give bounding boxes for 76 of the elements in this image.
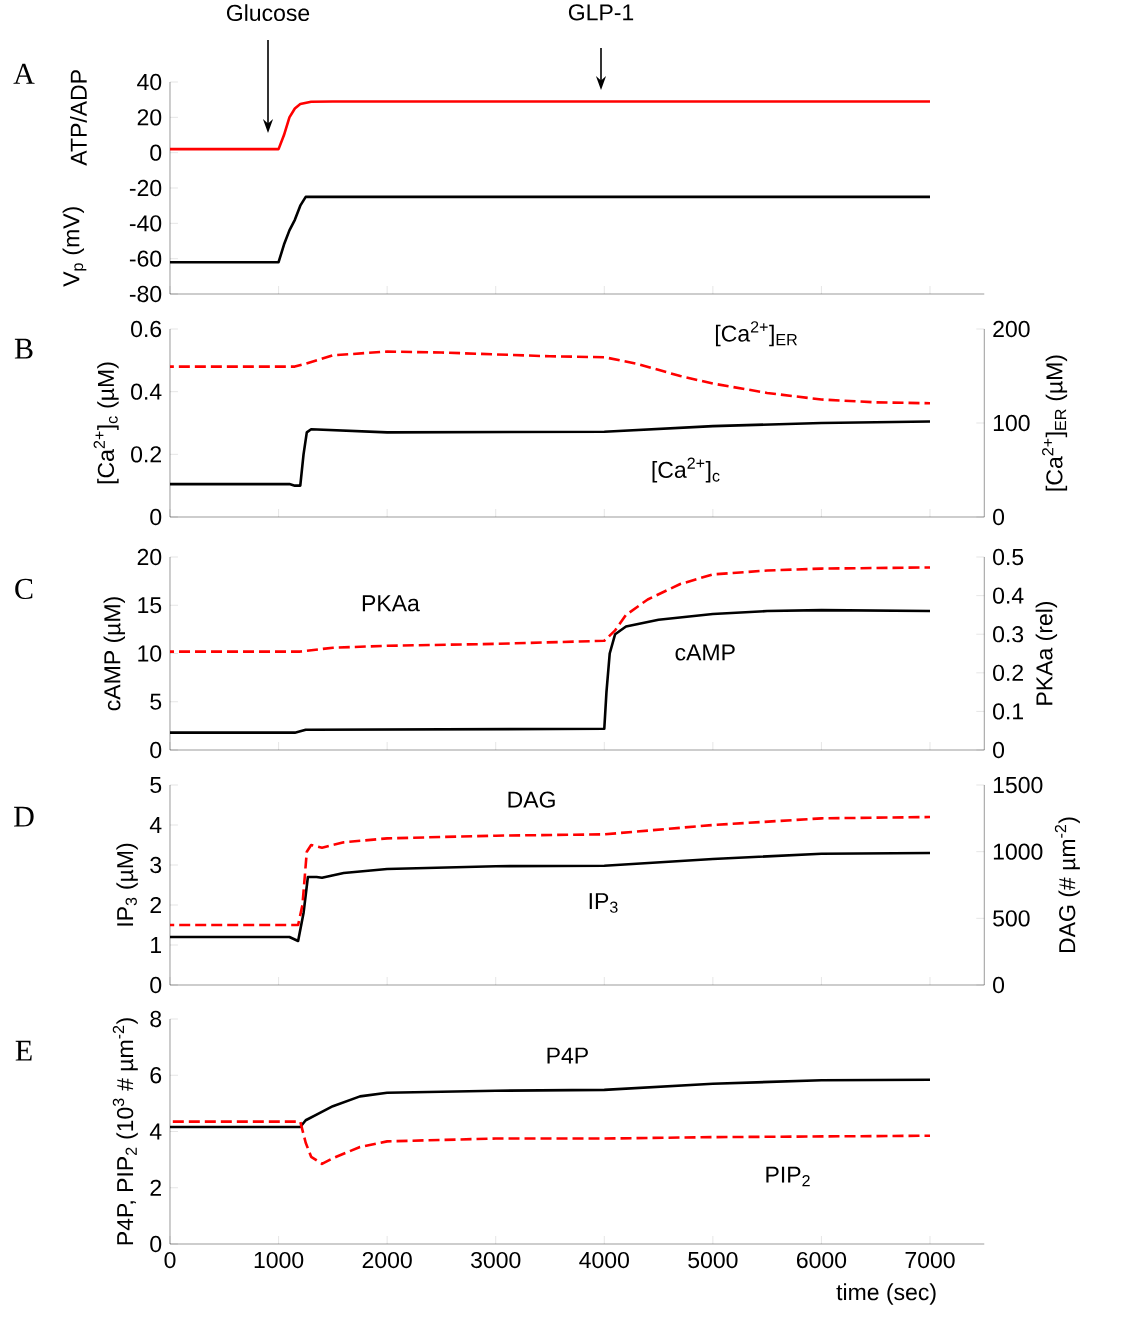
y-tick-label: 20 — [137, 548, 162, 566]
y-tick-label: 15 — [138, 597, 162, 614]
line-series — [168, 100, 932, 151]
y-tick-label: 5 — [150, 776, 162, 794]
y-tick-label: 4 — [149, 1123, 162, 1140]
x-tick-label: 1000 — [254, 1251, 304, 1269]
y-tick-label: -40 — [129, 215, 162, 232]
y-tick-label: 2 — [150, 1179, 161, 1196]
y2-tick-label: 0.5 — [993, 548, 1024, 566]
y2-tick-label: 0 — [993, 976, 1005, 994]
line-series — [168, 350, 932, 405]
y2-axis-title: DAG (# µm$^{-2}$) — [1054, 817, 1080, 953]
y-tick-label: 0.4 — [131, 383, 162, 400]
y-tick-label: 0 — [150, 508, 162, 526]
text: Glucose — [226, 4, 310, 22]
y-tick-label: 20 — [137, 109, 162, 126]
y2-axis-title: PKAa (rel) — [1035, 601, 1058, 705]
y2-axis-title: [Ca$^{2+}$]$_{ER}$ (µM) — [1042, 355, 1068, 491]
x-tick-label: 4000 — [579, 1251, 629, 1269]
x-tick-label: 5000 — [688, 1251, 738, 1269]
series-label: PKAa — [362, 595, 420, 612]
series-label: cAMP — [675, 644, 735, 661]
y2-tick-label: 0.4 — [993, 587, 1024, 604]
y2-tick-label: 0 — [993, 741, 1005, 759]
series-label: [Ca$^{2+}$]$_{c}$ — [652, 457, 720, 483]
y-tick-label: 40 — [137, 73, 162, 91]
x-tick-label: 0 — [164, 1251, 176, 1269]
series-label: P4P — [547, 1047, 588, 1064]
y-axis-title: ATP/ADP — [70, 70, 87, 166]
y2-tick-label: 100 — [993, 414, 1030, 432]
text: E — [15, 1040, 32, 1061]
y2-tick-label: 500 — [993, 910, 1030, 927]
y-tick-label: 8 — [150, 1010, 162, 1028]
x-tick-label: 7000 — [905, 1251, 955, 1269]
y-axis-title: IP$_{3}$ (µM) — [116, 843, 138, 926]
text: D — [14, 806, 34, 827]
y-tick-label: 2 — [150, 896, 161, 914]
chart-title: B — [14, 338, 33, 359]
chart-title: A — [13, 63, 35, 84]
y-tick-label: 0 — [150, 976, 162, 994]
y-tick-label: 0.6 — [131, 320, 162, 338]
x-axis-title: time (sec) — [836, 1283, 936, 1305]
y2-tick-label: 0.3 — [993, 626, 1024, 643]
series-label: IP$_{3}$ — [589, 893, 618, 913]
y-tick-label: 0 — [150, 144, 162, 161]
y-tick-label: 1 — [151, 937, 162, 953]
series-label: PIP$_{2}$ — [766, 1166, 810, 1187]
text: C — [15, 578, 33, 600]
y-tick-label: 4 — [149, 817, 162, 833]
y-tick-label: -80 — [129, 285, 162, 303]
y-tick-label: 0.2 — [131, 446, 161, 463]
y2-tick-label: 0 — [993, 508, 1005, 526]
text: GLP-1 — [568, 4, 634, 21]
y2-tick-label: 1000 — [993, 843, 1043, 860]
y2-tick-label: 0.1 — [993, 703, 1023, 720]
y-tick-label: 10 — [138, 645, 162, 662]
y-tick-label: 3 — [150, 856, 162, 874]
y2-tick-label: 1500 — [993, 776, 1043, 794]
y-tick-label: 5 — [150, 693, 162, 710]
y-tick-label: 0 — [150, 741, 162, 759]
y-axis-title: P4P, PIP$_{2}$ (10$^{3}$ # µm$^{-2}$) — [112, 1018, 138, 1245]
y-axis-title: cAMP (µM) — [103, 597, 126, 711]
y2-tick-label: 200 — [993, 320, 1030, 338]
series-label: [Ca$^{2+}$]$_{ER}$ — [715, 321, 797, 347]
text: V$_{p}$ (mV) — [62, 207, 87, 287]
x-tick-label: 2000 — [362, 1251, 412, 1269]
y2-tick-label: 0.2 — [993, 664, 1023, 681]
x-tick-label: 6000 — [797, 1251, 847, 1269]
y-axis-title: [Ca$^{2+}$]$_{c}$ (µM) — [93, 362, 119, 484]
y-tick-label: -60 — [129, 250, 162, 267]
series-label: DAG — [508, 791, 555, 808]
x-tick-label: 3000 — [471, 1251, 521, 1269]
y-tick-label: 0 — [150, 1235, 162, 1253]
line-series — [168, 815, 932, 927]
y-tick-label: 6 — [150, 1067, 162, 1084]
y-tick-label: -20 — [129, 179, 162, 197]
